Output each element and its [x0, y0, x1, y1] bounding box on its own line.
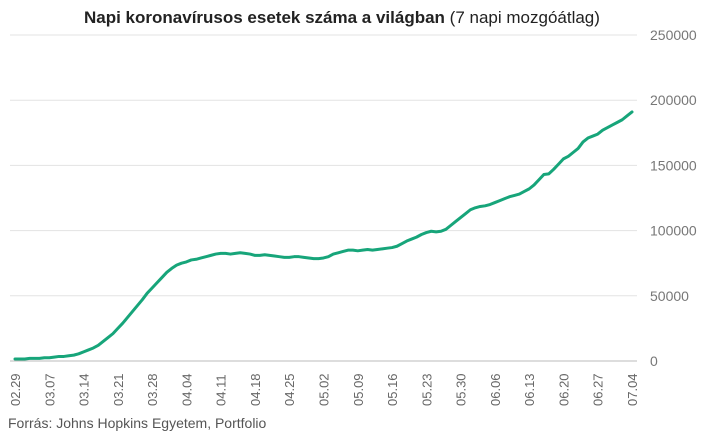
chart-title: Napi koronavírusos esetek száma a világb…	[84, 8, 445, 27]
y-tick-label: 0	[650, 353, 658, 369]
series-line	[13, 110, 634, 361]
y-tick-label: 100000	[650, 223, 697, 239]
x-tick-label: 06.13	[522, 373, 537, 406]
x-tick-label: 06.20	[556, 373, 571, 406]
x-tick-label: 05.09	[351, 373, 366, 406]
chart-subtitle: (7 napi mozgóátlag)	[449, 8, 600, 27]
x-tick-label: 05.30	[454, 373, 469, 406]
y-tick-label: 150000	[650, 157, 697, 173]
x-tick-label: 06.27	[591, 373, 606, 406]
x-tick-label: 07.04	[625, 373, 640, 406]
chart-title-block: Napi koronavírusos esetek száma a világb…	[84, 8, 600, 28]
x-tick-label: 04.18	[248, 373, 263, 406]
x-tick-label: 02.29	[8, 373, 23, 406]
y-tick-label: 50000	[650, 288, 689, 304]
y-tick-label: 250000	[650, 27, 697, 43]
x-tick-label: 06.06	[488, 373, 503, 406]
x-tick-label: 04.25	[282, 373, 297, 406]
x-tick-label: 03.28	[145, 373, 160, 406]
source-note: Forrás: Johns Hopkins Egyetem, Portfolio	[8, 415, 267, 431]
x-tick-label: 03.21	[111, 373, 126, 406]
x-tick-label: 05.23	[419, 373, 434, 406]
y-tick-label: 200000	[650, 92, 697, 108]
x-tick-label: 04.04	[179, 373, 194, 406]
x-tick-label: 05.02	[317, 373, 332, 406]
x-tick-label: 05.16	[385, 373, 400, 406]
x-tick-label: 03.14	[77, 373, 92, 406]
x-tick-label: 03.07	[42, 373, 57, 406]
x-tick-label: 04.11	[214, 374, 229, 406]
